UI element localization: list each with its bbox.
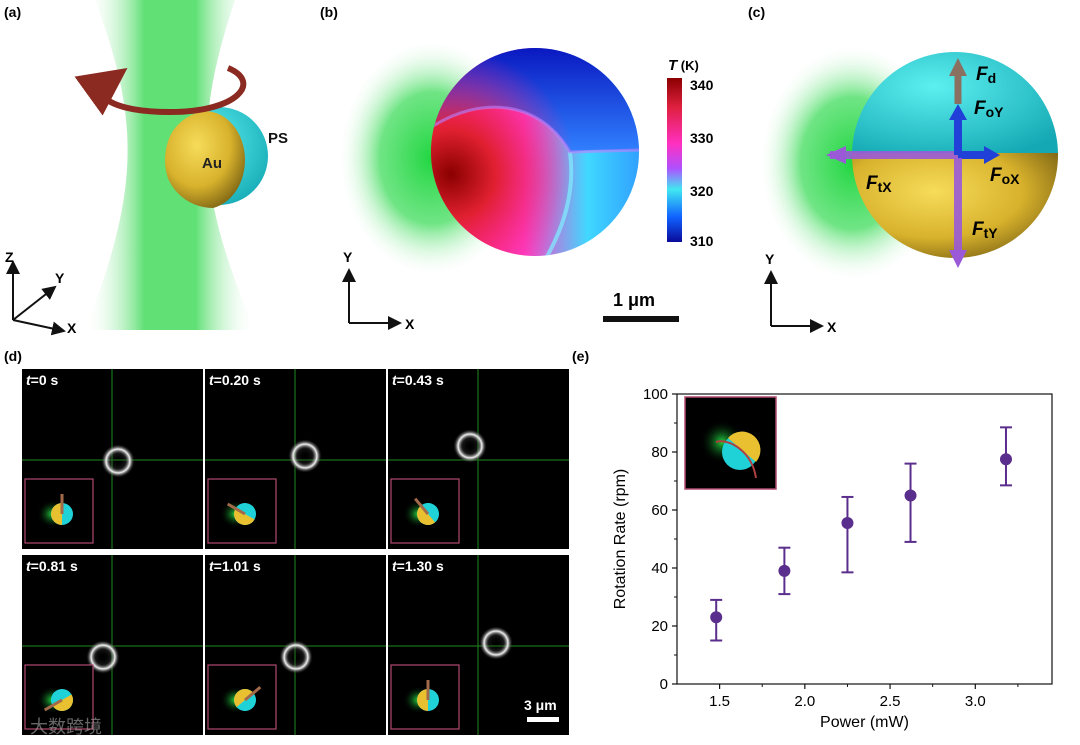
panel-c-tag: (c) — [748, 4, 765, 20]
panel-d-tag: (d) — [4, 348, 22, 364]
axes-b: Y X — [342, 249, 415, 332]
frame-time-label: t=1.30 s — [392, 558, 444, 574]
panel-a-tag: (a) — [4, 4, 21, 20]
axis-x-label: X — [827, 319, 837, 335]
axes-a: Z Y X — [5, 249, 77, 336]
force-label-fd: Fd — [976, 64, 996, 86]
force-label-foy: FoY — [974, 98, 1004, 120]
frame-scale-bar — [527, 717, 559, 722]
chart-inset — [684, 396, 777, 490]
video-frame: t=0.81 s — [22, 555, 203, 735]
frame-scale-bar-label: 3 μm — [524, 697, 557, 713]
colorbar — [667, 78, 682, 242]
video-frame: t=0 s — [22, 369, 203, 549]
panel-a: (a) Au PS Z Y X — [4, 0, 288, 336]
force-arrows — [826, 58, 1000, 268]
colorbar-title: T (K) — [668, 57, 699, 74]
rotation-arrow — [74, 65, 247, 116]
video-frame: t=1.01 s — [205, 555, 386, 735]
au-label: Au — [202, 155, 222, 172]
frame-time-label: t=1.01 s — [209, 558, 261, 574]
janus-particle-a — [165, 107, 268, 208]
data-point — [778, 564, 791, 577]
panel-e: (e) 0 20 40 60 80 100 1.5 2.0 2.5 3.0 Power (mW) Ro… — [572, 348, 1053, 731]
force-label-fox: FoX — [990, 165, 1020, 187]
colorbar-tick: 310 — [690, 233, 714, 249]
frame-time-label: t=0 s — [26, 372, 59, 388]
axis-y-label: Y — [55, 270, 65, 286]
data-point — [710, 611, 723, 624]
particle-ring — [453, 429, 487, 463]
force-label-ftx: FtX — [866, 173, 892, 195]
axis-y-label: Y — [343, 249, 353, 265]
particle-ring — [101, 444, 135, 478]
rotation-chart: 0 20 40 60 80 100 1.5 2.0 2.5 3.0 Power (mW) Rotati… — [612, 386, 1053, 731]
x-tick-label: 3.0 — [965, 693, 986, 710]
panel-b-tag: (b) — [320, 4, 338, 20]
particle-ring — [279, 640, 313, 674]
y-tick-label: 80 — [651, 444, 668, 461]
axis-x-label: X — [67, 320, 77, 336]
y-tick-label: 0 — [660, 676, 668, 693]
y-tick-label: 60 — [651, 502, 668, 519]
temperature-sphere — [431, 48, 639, 256]
video-frame: t=1.30 s — [388, 555, 569, 735]
y-tick-label: 40 — [651, 560, 668, 577]
ps-label: PS — [268, 130, 288, 147]
data-point — [904, 489, 917, 502]
panel-b: (b) T (K) 340 330 320 310 Y X 1 μm — [320, 4, 714, 332]
frame-time-label: t=0.20 s — [209, 372, 261, 388]
y-axis-label: Rotation Rate (rpm) — [612, 469, 629, 610]
scale-bar-label: 1 μm — [613, 290, 655, 310]
x-tick-label: 2.0 — [794, 693, 815, 710]
colorbar-tick: 330 — [690, 130, 714, 146]
particle-ring — [479, 626, 513, 660]
video-frame: t=0.20 s — [205, 369, 386, 549]
x-tick-label: 2.5 — [880, 693, 901, 710]
particle-ring — [86, 640, 120, 674]
axis-x-label: X — [405, 316, 415, 332]
panel-d: (d) t=0 s t=0.20 s t=0.43 s t=0.81 s t=1.01 … — [4, 348, 569, 735]
y-tick-label: 100 — [643, 386, 668, 403]
scale-bar — [603, 316, 679, 322]
panel-c: (c) Fd FoY FtX FoX FtY Y X — [748, 4, 1058, 335]
data-point — [841, 517, 854, 530]
watermark: 大数跨境 — [30, 717, 102, 737]
x-tick-label: 1.5 — [709, 693, 730, 710]
axis-y-label: Y — [765, 251, 775, 267]
x-axis-label: Power (mW) — [820, 714, 909, 731]
axes-c: Y X — [764, 251, 837, 335]
data-point — [999, 453, 1012, 466]
frame-time-label: t=0.43 s — [392, 372, 444, 388]
colorbar-tick: 340 — [690, 77, 714, 93]
force-label-fty: FtY — [972, 219, 998, 241]
axis-z-label: Z — [5, 249, 14, 265]
panel-e-tag: (e) — [572, 348, 589, 364]
y-tick-label: 20 — [651, 618, 668, 635]
video-frame: t=0.43 s — [388, 369, 569, 549]
inset-particle — [51, 503, 73, 525]
particle-ring — [288, 439, 322, 473]
frame-time-label: t=0.81 s — [26, 558, 78, 574]
colorbar-tick: 320 — [690, 183, 714, 199]
inset-box — [390, 664, 460, 730]
